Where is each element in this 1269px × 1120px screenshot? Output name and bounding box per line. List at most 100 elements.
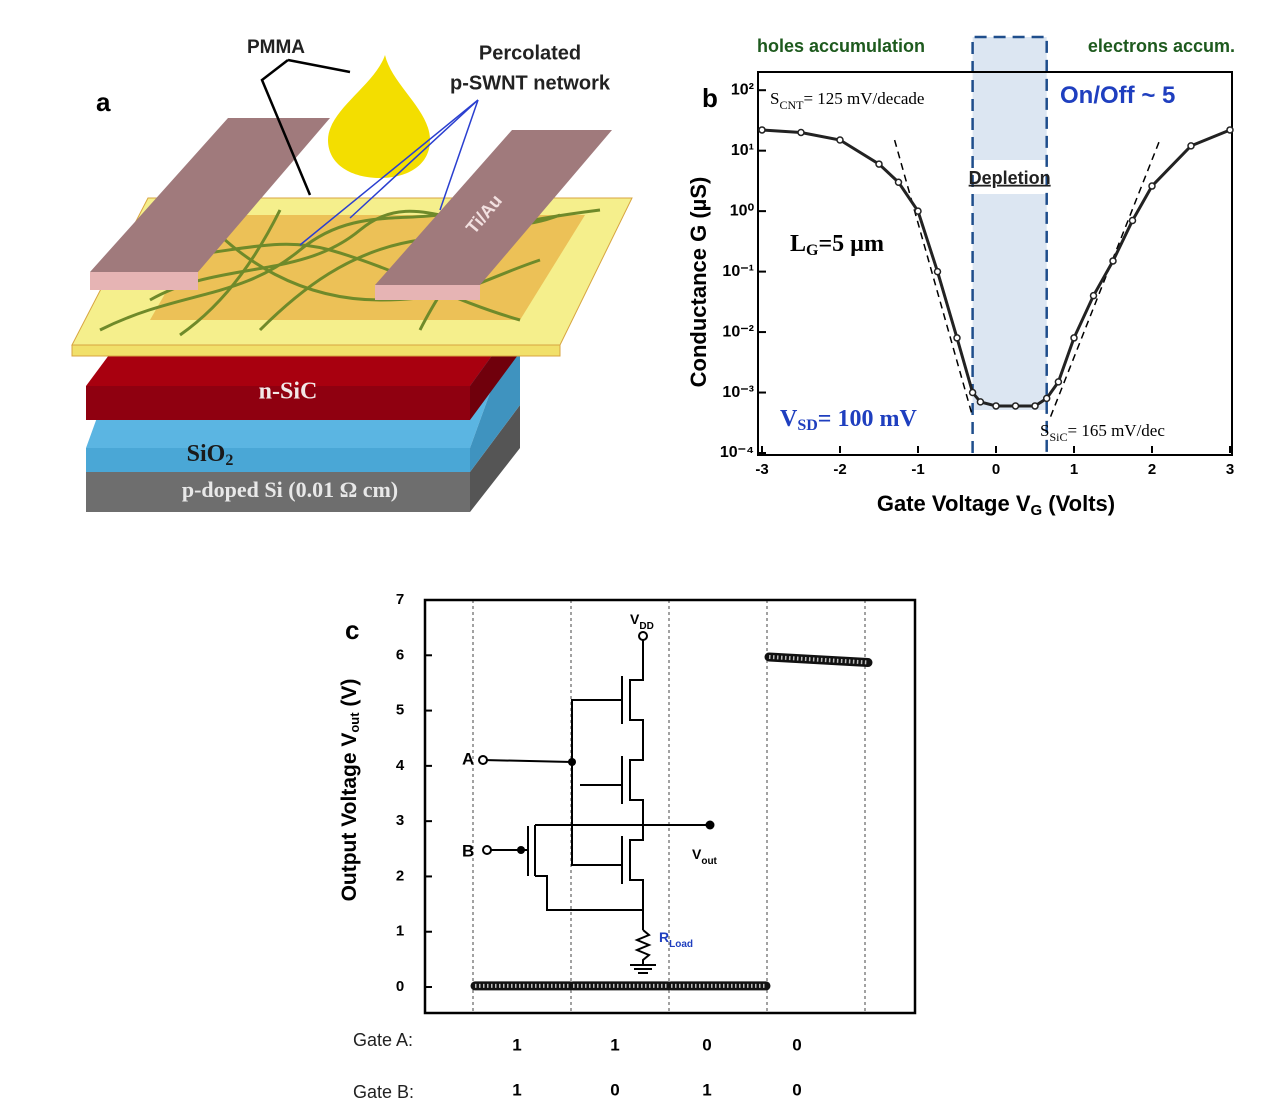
text-main: V (692, 846, 702, 862)
depletion-label-bg (964, 160, 1055, 194)
data-point (1011, 402, 1020, 410)
si-label: p-doped Si (0.01 Ω cm) (182, 477, 398, 502)
text-subscript: 2 (225, 452, 233, 469)
node (482, 845, 492, 855)
y-tick-label: 6 (396, 646, 404, 663)
data-point (976, 398, 985, 406)
data-point (914, 207, 922, 215)
electrode-left-front (90, 272, 198, 290)
y-axis-label: Conductance G (µS) (686, 177, 711, 388)
text-rest: (V) (338, 679, 361, 713)
y-tick-label: 10⁻⁴ (720, 444, 754, 461)
text-main: V (630, 611, 640, 627)
gate-a-value: 0 (702, 1035, 711, 1054)
x-tick-label: 0 (992, 461, 1000, 478)
text-rest: (Volts) (1042, 491, 1115, 516)
data-point (1187, 142, 1195, 150)
gate-b-value: 0 (610, 1080, 619, 1099)
network-label: p-SWNT network (450, 72, 611, 94)
pmma-front (71, 344, 561, 357)
text-rest: = 125 mV/decade (803, 89, 924, 108)
gate-b-value: 0 (792, 1080, 801, 1099)
input-b-label: B (462, 841, 474, 860)
node (568, 758, 576, 766)
data-point (1031, 402, 1039, 410)
input-a-label: A (462, 749, 474, 768)
y-tick-label: 10⁻² (722, 323, 754, 340)
x-axis-label: Gate Voltage VG (Volts) (877, 491, 1115, 519)
electrode-left (90, 118, 330, 272)
data-point (1089, 291, 1098, 300)
data-point (1109, 257, 1117, 265)
text-main: R (659, 929, 669, 945)
text-subscript: G (806, 242, 819, 259)
data-point (953, 334, 961, 342)
text-subscript: G (1031, 502, 1043, 519)
text-main: S (1040, 421, 1049, 440)
data-point (1128, 216, 1137, 225)
panel-label: b (702, 83, 718, 113)
pmma-drop (328, 55, 430, 178)
text-subscript: DD (639, 621, 653, 632)
y-tick-label: 10² (731, 81, 754, 98)
y-tick-label: 7 (396, 591, 404, 608)
text-rest: = 100 mV (818, 406, 918, 432)
x-tick-label: -2 (833, 461, 846, 478)
y-tick-label: 4 (396, 757, 405, 774)
text-subscript: out (701, 856, 717, 867)
node (638, 631, 648, 641)
output-trace-dots (768, 654, 869, 665)
x-tick-label: -1 (911, 461, 924, 478)
x-tick-label: -3 (755, 461, 768, 478)
x-tick-label: 3 (1226, 461, 1234, 478)
rload-label: RLoad (659, 929, 693, 950)
text-subscript: CNT (779, 98, 804, 112)
y-tick-label: 10⁻¹ (722, 263, 754, 280)
data-line (761, 128, 1231, 408)
text-rest: = 165 mV/dec (1067, 421, 1165, 440)
text-main: S (770, 89, 779, 108)
text-main: V (780, 406, 798, 432)
plot-frame (757, 71, 1233, 456)
si-layer-side (470, 405, 520, 512)
data-point (1042, 394, 1051, 403)
y-tick-label: 10⁰ (730, 202, 755, 219)
sic-label: n-SiC (259, 379, 318, 405)
fit-line (1049, 139, 1161, 417)
gate-a-value: 1 (512, 1035, 521, 1054)
text-main: Gate Voltage V (877, 491, 1031, 516)
gate-b-value: 1 (702, 1080, 711, 1099)
y-tick-label: 5 (396, 702, 404, 719)
device-diagram: PMMA Percolated p-SWNT network Ti/Au n-S… (71, 37, 633, 512)
y-tick-label: 3 (396, 812, 404, 829)
sic-front (86, 386, 470, 420)
text-main: SiO (187, 441, 226, 467)
text-subscript: Load (669, 939, 693, 950)
text-subscript: SiC (1049, 430, 1067, 444)
sio2-label: SiO2 (187, 441, 234, 469)
node (478, 755, 488, 765)
data-point (968, 388, 977, 397)
text-main: L (790, 231, 806, 257)
annotation: LG=5 µm (790, 231, 884, 259)
y-tick-label: 0 (396, 978, 404, 995)
data-point (1054, 378, 1063, 386)
panel-label: a (96, 87, 111, 117)
gate-b-value: 1 (512, 1080, 521, 1099)
node (705, 820, 715, 830)
electrode-right-front (375, 285, 480, 300)
vout-label: Vout (692, 846, 718, 867)
text-main: Output Voltage V (338, 733, 361, 902)
node (517, 846, 525, 854)
plot-frame (423, 598, 917, 1015)
data-point (1148, 182, 1156, 190)
pmma-arrows (260, 58, 351, 196)
data-point (1070, 334, 1078, 342)
text-main: On/Off ~ 5 (1060, 82, 1175, 109)
circuit-nodes (478, 631, 715, 855)
data-point (836, 136, 844, 144)
si-layer (86, 472, 470, 512)
y-tick-label: 2 (396, 867, 404, 884)
region-label: holes accumulation (757, 36, 925, 56)
